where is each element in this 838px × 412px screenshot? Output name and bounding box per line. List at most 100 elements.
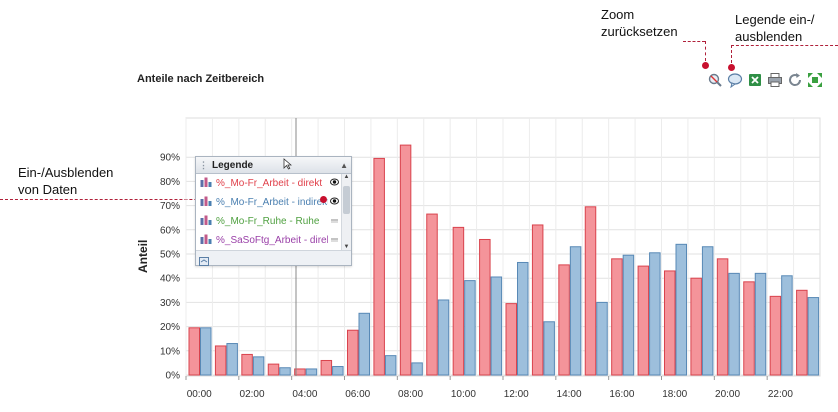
chart-bars	[188, 144, 820, 376]
chart-title: Anteile nach Zeitbereich	[137, 73, 265, 85]
bar-indirekt	[543, 321, 555, 376]
legend-panel[interactable]: ⋮ Legende ▲ ▲ ▼ %_Mo-Fr_Arbeit - direkt%…	[195, 156, 352, 266]
bar-direkt	[743, 281, 755, 376]
scroll-thumb[interactable]	[343, 186, 350, 214]
y-tick-label: 20%	[160, 322, 180, 333]
bar-series-icon	[200, 177, 212, 190]
bar-indirekt	[490, 276, 503, 376]
x-tick-label: 02:00	[240, 389, 265, 400]
y-tick-label: 90%	[160, 153, 180, 164]
x-tick-label: 08:00	[398, 389, 423, 400]
bar-direkt	[267, 363, 280, 376]
annotation-legend-dot	[728, 64, 735, 71]
legend-scrollbar[interactable]: ▲ ▼	[341, 174, 351, 250]
bar-direkt	[479, 238, 491, 376]
excel-export-icon[interactable]	[747, 72, 763, 88]
y-tick-label: 10%	[160, 346, 180, 357]
bar-indirekt	[384, 355, 397, 376]
hidden-icon[interactable]	[328, 235, 339, 246]
bar-indirekt	[226, 343, 238, 376]
bar-indirekt	[252, 356, 265, 376]
y-tick-labels: 0% 10% 20% 30% 40% 50% 60% 70% 80% 90%	[160, 153, 180, 382]
bar-direkt	[584, 206, 597, 376]
bar-indirekt	[728, 272, 740, 376]
bar-series-icon	[200, 196, 212, 209]
bar-indirekt	[596, 301, 608, 376]
scroll-up-icon[interactable]: ▲	[343, 174, 350, 180]
bar-direkt	[399, 144, 412, 376]
bar-direkt	[611, 258, 623, 376]
x-tick-label: 18:00	[662, 389, 687, 400]
annotation-zoom-dot	[702, 62, 709, 69]
legend-list: ▲ ▼ %_Mo-Fr_Arbeit - direkt %_Mo-Fr_Arbei…	[196, 174, 351, 250]
chart-toolbar	[707, 72, 823, 88]
collapse-icon[interactable]: ▲	[340, 160, 348, 170]
y-tick-label: 70%	[160, 201, 180, 212]
annotation-zoom-leader-h	[683, 41, 705, 42]
bar-indirekt	[411, 362, 423, 376]
legend-header[interactable]: ⋮ Legende ▲	[196, 157, 351, 174]
bar-direkt	[294, 368, 306, 376]
y-tick-label: 40%	[160, 274, 180, 285]
annotation-legend-leader-v	[731, 45, 732, 63]
bar-indirekt	[517, 261, 529, 376]
annotation-data-toggle: Ein-/Ausblenden von Daten	[18, 164, 113, 198]
bar-indirekt	[807, 297, 820, 376]
bar-direkt	[531, 224, 544, 376]
bar-direkt	[452, 226, 465, 376]
legend-settings-icon[interactable]	[199, 253, 209, 271]
bar-direkt	[347, 329, 359, 376]
legend-toggle-icon[interactable]	[727, 72, 743, 88]
eye-icon[interactable]	[328, 178, 339, 189]
y-tick-label: 60%	[160, 225, 180, 236]
x-tick-labels: 00:00 02:00 04:00 06:00 08:00 10:00 12:00 14:00…	[185, 376, 793, 400]
bar-indirekt	[332, 366, 344, 376]
annotation-data-line1: Ein-/Ausblenden	[18, 165, 114, 180]
eye-icon[interactable]	[328, 197, 339, 208]
bar-indirekt	[200, 327, 212, 376]
bar-indirekt	[305, 368, 318, 376]
bar-direkt	[637, 265, 650, 376]
legend-item[interactable]: %_SaSoFtg_Arbeit - direkt	[196, 231, 351, 250]
bar-indirekt	[622, 254, 635, 376]
bar-direkt	[426, 213, 438, 376]
bar-direkt	[558, 264, 570, 376]
y-tick-label: 0%	[166, 371, 181, 382]
hidden-icon[interactable]	[328, 216, 339, 227]
bar-indirekt	[358, 312, 370, 376]
bar-indirekt	[437, 299, 450, 376]
x-tick-label: 16:00	[609, 389, 634, 400]
bar-indirekt	[464, 280, 476, 376]
legend-item[interactable]: %_Mo-Fr_Arbeit - direkt	[196, 174, 351, 193]
scroll-down-icon[interactable]: ▼	[343, 244, 350, 250]
drag-handle-icon[interactable]: ⋮	[199, 159, 208, 170]
annotation-legend-line1: Legende ein-/	[735, 12, 815, 27]
print-icon[interactable]	[767, 72, 783, 88]
y-tick-label: 30%	[160, 298, 180, 309]
bar-direkt	[320, 359, 333, 376]
legend-item[interactable]: %_Mo-Fr_Ruhe - Ruhe	[196, 212, 351, 231]
x-tick-label: 04:00	[292, 389, 317, 400]
bar-indirekt	[754, 272, 767, 376]
annotation-legend-leader-h	[731, 45, 838, 46]
legend-item[interactable]: %_Mo-Fr_Arbeit - indirekt	[196, 193, 351, 212]
bar-direkt	[188, 327, 200, 376]
annotation-zoom-leader-v	[705, 41, 706, 61]
bar-direkt	[664, 270, 676, 376]
y-axis-label: Anteil	[136, 239, 150, 273]
bar-indirekt	[781, 275, 793, 376]
bar-series-icon	[200, 215, 212, 228]
bar-indirekt	[569, 246, 582, 376]
zoom-reset-icon[interactable]	[707, 72, 723, 88]
annotation-data-dot	[320, 196, 327, 203]
x-tick-label: 10:00	[451, 389, 476, 400]
annotation-legend-toggle: Legende ein-/ ausblenden	[735, 11, 815, 45]
x-tick-label: 00:00	[187, 389, 212, 400]
y-tick-label: 50%	[160, 250, 180, 261]
legend-title: Legende	[212, 159, 254, 171]
x-tick-label: 06:00	[345, 389, 370, 400]
fullscreen-icon[interactable]	[807, 72, 823, 88]
refresh-icon[interactable]	[787, 72, 803, 88]
annotation-legend-line2: ausblenden	[735, 29, 803, 44]
bar-chart: 0% 10% 20% 30% 40% 50% 60% 70% 80% 90% 00:00 02:00…	[160, 117, 821, 400]
